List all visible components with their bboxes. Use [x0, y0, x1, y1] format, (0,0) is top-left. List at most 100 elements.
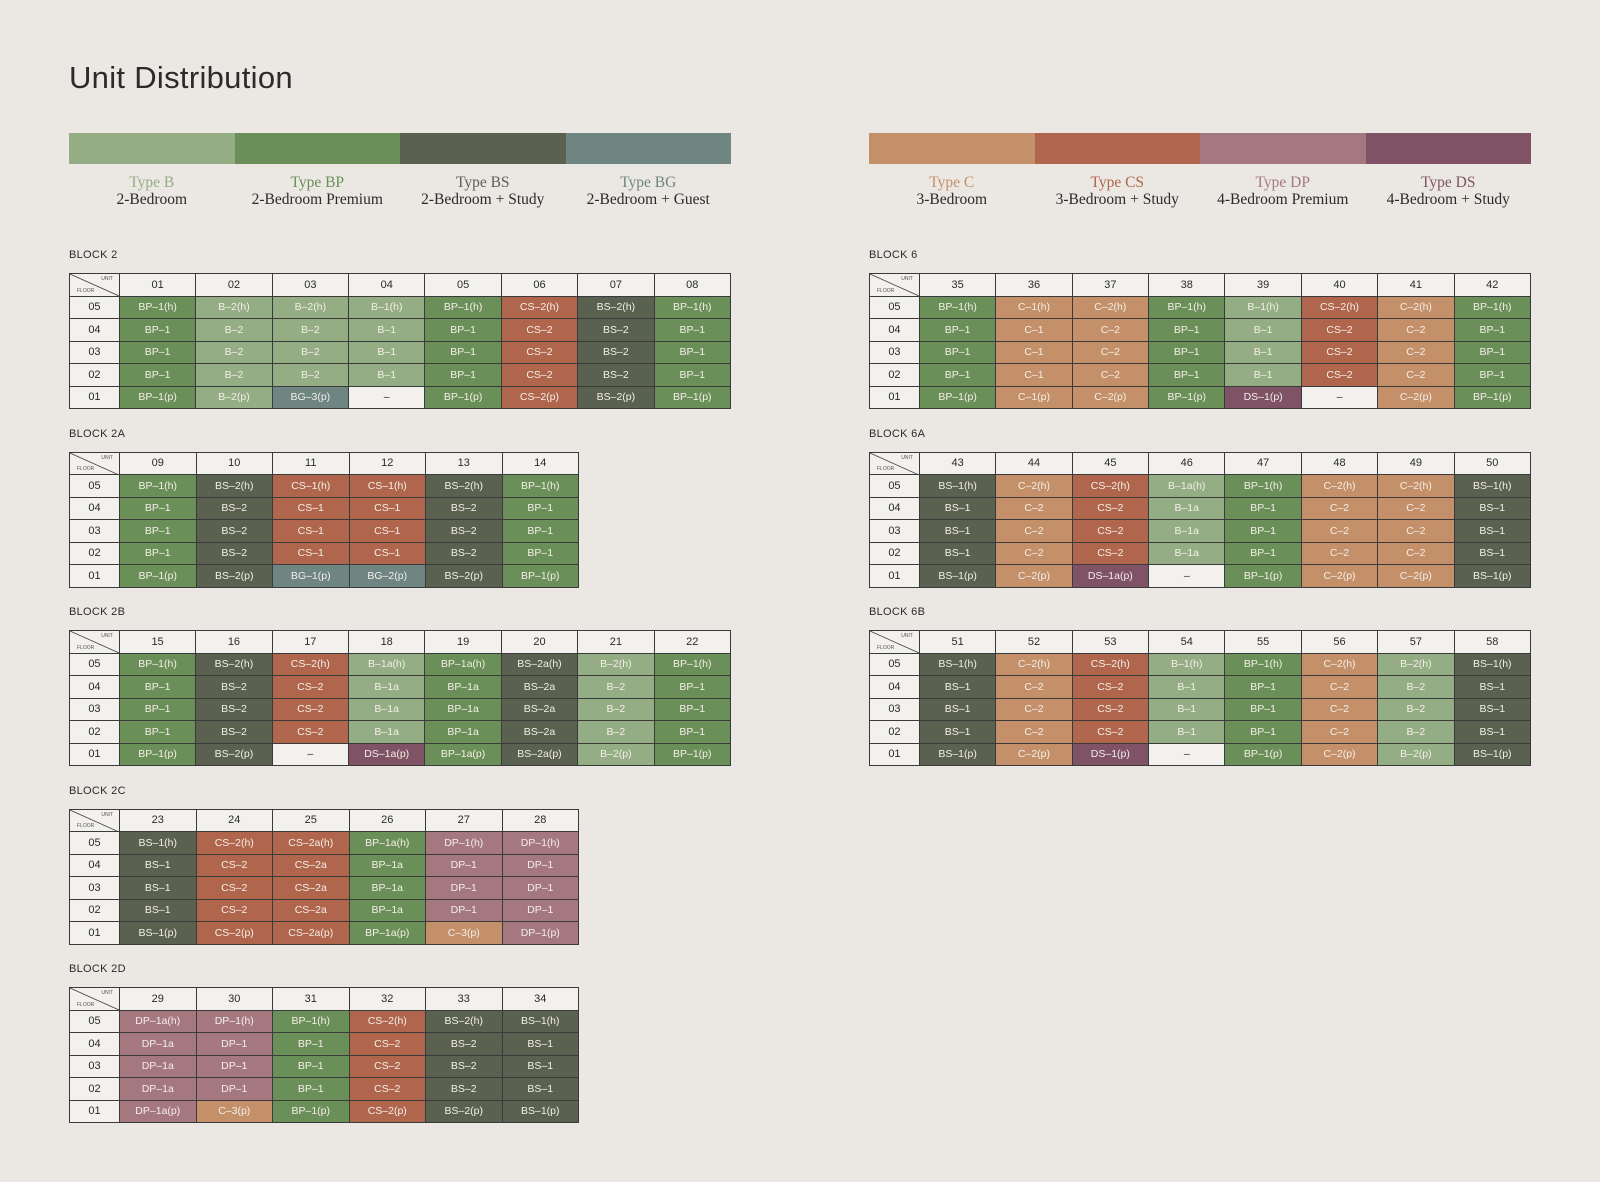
floor-number: 01: [69, 742, 120, 766]
unit-cell: BS–2: [195, 541, 273, 565]
unit-caption: UNIT: [901, 454, 913, 461]
block-block-6b: BLOCK 6B UNIT FLOOR 51 52 53 54 55 56 57 58 05 BS–1(…: [869, 606, 1532, 766]
unit-cell: C–1: [995, 340, 1073, 364]
floor-row: 01 BS–1(p) C–2(p) DS–1a(p) – BP–1(p) C–2(p) C–2…: [869, 564, 1532, 588]
floor-number: 03: [69, 340, 120, 364]
legend-type-description: 2-Bedroom: [116, 191, 188, 208]
unit-cell: C–2(h): [995, 652, 1073, 676]
floor-row: 01 BP–1(p) C–1(p) C–2(p) BP–1(p) DS–1(p) – C–2(…: [869, 385, 1532, 409]
unit-cell: BP–1(p): [918, 385, 997, 409]
unit-cell: C–2: [1300, 541, 1379, 565]
legend-item-ds: Type DS 4-Bedroom + Study: [1366, 174, 1532, 208]
legend-item-bs: Type BS 2-Bedroom + Study: [400, 174, 566, 208]
unit-cell: C–2: [995, 697, 1073, 721]
unit-cell: B–2: [271, 318, 350, 342]
unit-cell: BS–1(h): [1453, 652, 1532, 676]
unit-cell: C–2: [995, 541, 1073, 565]
unit-cell: B–1: [348, 340, 426, 364]
legend-type-name: Type C: [929, 174, 975, 191]
unit-number-header: 55: [1224, 630, 1302, 654]
unit-cell: BP–1: [653, 675, 732, 699]
unit-cell: –: [1148, 564, 1226, 588]
unit-cell: BP–1: [1453, 363, 1532, 387]
unit-cell: C–2: [995, 496, 1073, 520]
legend-swatch-bp: [234, 133, 400, 164]
unit-cell: CS–1: [348, 519, 426, 543]
legend-type-name: Type CS: [1090, 174, 1145, 191]
unit-cell: BS–2: [425, 1032, 503, 1056]
unit-table: UNIT FLOOR 15 16 17 18 19 20 21 22 05 BP–1(h) BS–2(h…: [69, 630, 732, 766]
legend-color-bar: [69, 133, 731, 164]
unit-cell: CS–2(p): [500, 385, 579, 409]
unit-cell: B–1a: [1148, 496, 1226, 520]
unit-number-header: 39: [1224, 273, 1302, 297]
unit-floor-corner: UNIT FLOOR: [69, 451, 120, 475]
unit-cell: BP–1a(h): [424, 652, 502, 676]
unit-number-header: 20: [500, 630, 579, 654]
unit-cell: –: [1148, 742, 1226, 766]
unit-cell: CS–2: [1071, 720, 1150, 744]
unit-cell: BS–1(h): [501, 1009, 579, 1033]
legend-labels: Type C 3-Bedroom Type CS 3-Bedroom + Study T…: [869, 174, 1531, 208]
unit-cell: BP–1: [1148, 363, 1226, 387]
unit-number-header: 37: [1071, 273, 1150, 297]
unit-cell: BS–1(p): [119, 921, 197, 945]
unit-cell: BP–1a(h): [348, 831, 426, 855]
unit-cell: C–2: [1377, 541, 1455, 565]
unit-floor-corner: UNIT FLOOR: [869, 451, 920, 475]
unit-cell: BS–1: [119, 853, 197, 877]
unit-cell: C–3(p): [425, 921, 503, 945]
floor-row: 04 BP–1 C–1 C–2 BP–1 B–1 CS–2 C–2 BP–1: [869, 318, 1532, 342]
unit-cell: C–1: [995, 318, 1073, 342]
block-block-2b: BLOCK 2B UNIT FLOOR 15 16 17 18 19 20 21 22 05 BP–1(…: [69, 606, 732, 766]
unit-cell: C–2: [1300, 697, 1379, 721]
diagonal-divider: [70, 452, 118, 474]
unit-floor-corner: UNIT FLOOR: [69, 630, 120, 654]
unit-cell: BP–1(p): [118, 385, 197, 409]
unit-cell: BP–1: [1224, 541, 1302, 565]
unit-caption: UNIT: [101, 811, 113, 818]
unit-cell: CS–2: [1300, 340, 1379, 364]
unit-number-header: 02: [195, 273, 273, 297]
unit-number-header: 08: [653, 273, 732, 297]
unit-cell: CS–2(h): [1300, 295, 1379, 319]
unit-cell: BS–2(p): [425, 564, 503, 588]
unit-cell: BS–1: [1453, 519, 1532, 543]
block-block-2: BLOCK 2 UNIT FLOOR 01 02 03 04 05 06 07 08 05 BP–1(h…: [69, 249, 732, 409]
unit-cell: BS–1(p): [918, 564, 997, 588]
floor-number: 02: [69, 541, 120, 565]
floor-number: 01: [869, 385, 920, 409]
floor-row: 04 BP–1 B–2 B–2 B–1 BP–1 CS–2 BS–2 BP–1: [69, 318, 732, 342]
unit-number-header: 10: [195, 451, 273, 475]
unit-number-header: 43: [918, 451, 997, 475]
unit-cell: C–1: [995, 363, 1073, 387]
unit-caption: UNIT: [101, 990, 113, 996]
diagonal-divider: [70, 274, 118, 296]
block-block-6a: BLOCK 6A UNIT FLOOR 43 44 45 46 47 48 49 50 05 BS–1(…: [869, 428, 1532, 588]
legend-swatch-c: [869, 133, 1035, 164]
legend-type-name: Type BS: [455, 174, 510, 191]
unit-number-header: 54: [1148, 630, 1226, 654]
unit-cell: BS–1: [918, 496, 997, 520]
unit-cell: BP–1a: [348, 853, 426, 877]
unit-cell: B–2(h): [195, 295, 273, 319]
unit-cell: DP–1: [195, 1032, 273, 1056]
legend-color-bar: [869, 133, 1531, 164]
unit-cell: BP–1: [1224, 496, 1302, 520]
unit-cell: BS–1: [1453, 496, 1532, 520]
unit-cell: C–2: [1300, 496, 1379, 520]
unit-cell: BP–1: [653, 720, 732, 744]
unit-cell: BP–1: [653, 318, 732, 342]
unit-number-header: 45: [1071, 451, 1150, 475]
unit-cell: BP–1: [918, 340, 997, 364]
unit-cell: BS–1(p): [501, 1099, 579, 1123]
unit-cell: B–2: [1377, 675, 1455, 699]
unit-cell: BS–1(h): [918, 474, 997, 498]
unit-cell: BP–1(p): [1224, 742, 1302, 766]
unit-cell: BS–2: [425, 496, 503, 520]
unit-number-header: 11: [272, 451, 350, 475]
unit-cell: BP–1: [424, 318, 502, 342]
unit-number-header: 30: [195, 987, 273, 1011]
unit-number-header: 46: [1148, 451, 1226, 475]
floor-caption: FLOOR: [77, 644, 95, 651]
